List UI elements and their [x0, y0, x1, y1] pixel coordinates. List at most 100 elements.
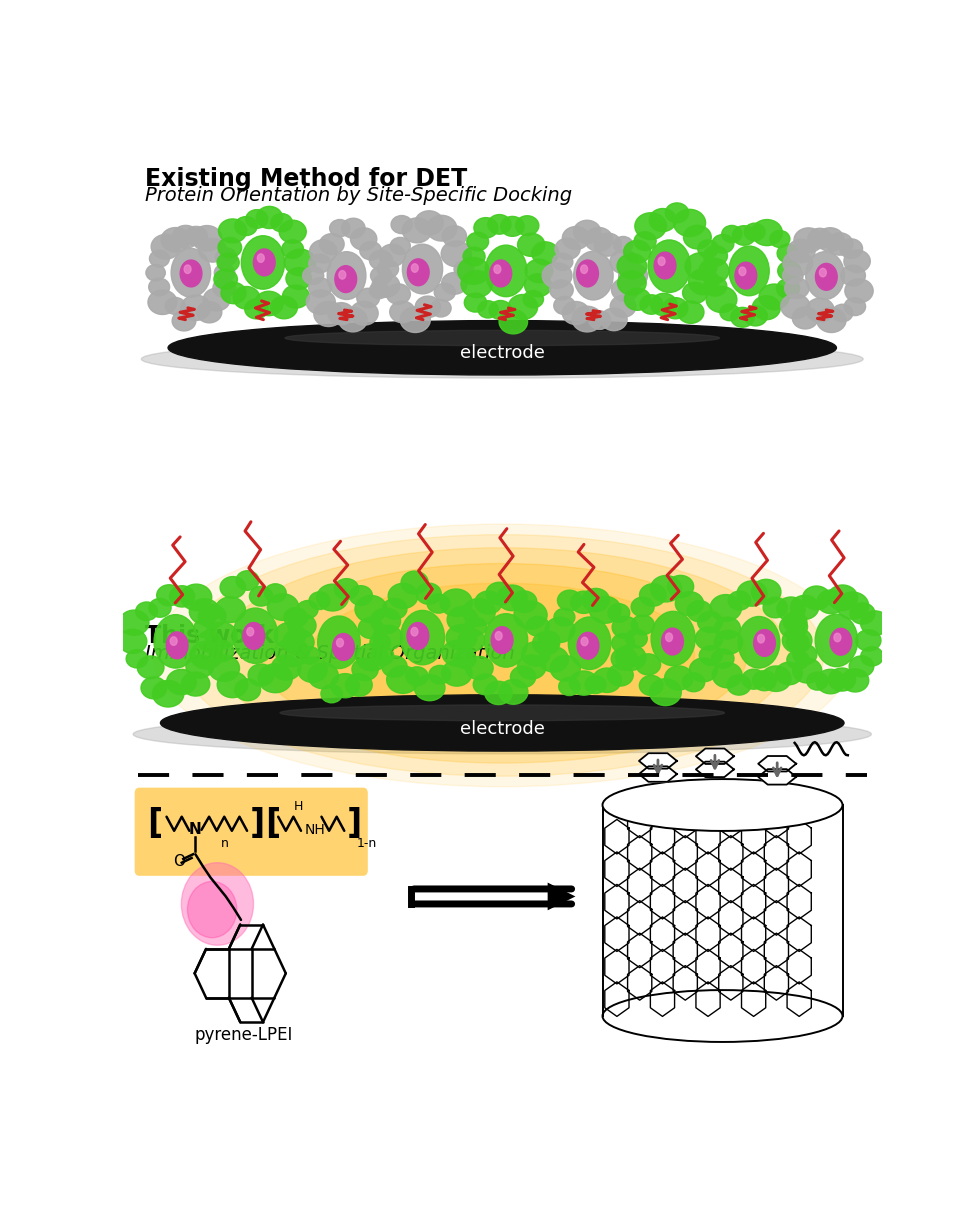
Ellipse shape	[434, 283, 456, 301]
Ellipse shape	[698, 240, 718, 257]
Ellipse shape	[157, 585, 181, 605]
Text: Existing Method for DET: Existing Method for DET	[145, 167, 467, 191]
Ellipse shape	[792, 307, 818, 329]
Ellipse shape	[172, 311, 196, 331]
Ellipse shape	[494, 266, 501, 274]
Ellipse shape	[550, 280, 573, 300]
Ellipse shape	[248, 664, 274, 686]
Ellipse shape	[612, 633, 635, 653]
Ellipse shape	[216, 548, 789, 764]
Ellipse shape	[659, 257, 665, 266]
Ellipse shape	[190, 642, 222, 669]
Ellipse shape	[141, 340, 863, 378]
Ellipse shape	[154, 615, 197, 669]
Ellipse shape	[624, 289, 651, 311]
Ellipse shape	[233, 286, 260, 309]
Ellipse shape	[120, 610, 149, 636]
Ellipse shape	[752, 580, 781, 604]
Polygon shape	[759, 756, 796, 771]
FancyBboxPatch shape	[134, 788, 368, 876]
Ellipse shape	[247, 627, 254, 636]
Ellipse shape	[497, 585, 527, 610]
Ellipse shape	[318, 616, 361, 669]
Ellipse shape	[490, 261, 512, 287]
Ellipse shape	[352, 658, 378, 681]
Ellipse shape	[696, 627, 722, 650]
Ellipse shape	[478, 301, 498, 318]
Ellipse shape	[538, 631, 560, 649]
Ellipse shape	[220, 576, 246, 598]
Ellipse shape	[233, 608, 277, 664]
Ellipse shape	[454, 261, 474, 278]
Ellipse shape	[485, 245, 527, 297]
Ellipse shape	[458, 630, 485, 652]
Ellipse shape	[704, 246, 727, 266]
Ellipse shape	[119, 630, 147, 653]
Ellipse shape	[465, 618, 486, 636]
Ellipse shape	[150, 250, 170, 267]
Ellipse shape	[667, 575, 694, 598]
Ellipse shape	[336, 638, 343, 647]
Ellipse shape	[346, 674, 372, 697]
Ellipse shape	[807, 672, 828, 691]
Ellipse shape	[187, 882, 237, 938]
Ellipse shape	[245, 300, 268, 319]
Text: [: [	[266, 806, 280, 839]
Ellipse shape	[777, 244, 799, 263]
Ellipse shape	[711, 235, 734, 253]
Ellipse shape	[700, 646, 722, 665]
Ellipse shape	[613, 236, 633, 253]
Ellipse shape	[192, 225, 221, 251]
Ellipse shape	[310, 240, 337, 263]
Text: n: n	[221, 838, 229, 850]
Ellipse shape	[845, 279, 873, 303]
Ellipse shape	[426, 216, 457, 241]
Ellipse shape	[776, 279, 800, 298]
Ellipse shape	[320, 685, 342, 703]
Ellipse shape	[141, 677, 167, 699]
Ellipse shape	[327, 252, 366, 300]
Ellipse shape	[542, 263, 572, 289]
Ellipse shape	[512, 591, 537, 613]
Ellipse shape	[309, 592, 330, 609]
Ellipse shape	[840, 239, 862, 258]
Ellipse shape	[794, 228, 823, 252]
Ellipse shape	[601, 308, 627, 330]
Ellipse shape	[754, 630, 775, 657]
Ellipse shape	[250, 586, 272, 607]
Ellipse shape	[285, 330, 719, 346]
Ellipse shape	[153, 524, 852, 787]
Ellipse shape	[615, 644, 646, 670]
Ellipse shape	[649, 208, 676, 231]
Ellipse shape	[860, 647, 883, 666]
Ellipse shape	[639, 676, 663, 695]
Ellipse shape	[523, 291, 544, 308]
Ellipse shape	[651, 294, 677, 315]
Ellipse shape	[184, 266, 191, 274]
Ellipse shape	[760, 284, 789, 309]
Ellipse shape	[282, 285, 310, 308]
Ellipse shape	[603, 780, 843, 831]
Ellipse shape	[329, 219, 350, 236]
Ellipse shape	[551, 655, 580, 681]
Ellipse shape	[280, 705, 724, 721]
Ellipse shape	[499, 309, 527, 334]
Ellipse shape	[828, 667, 856, 691]
Ellipse shape	[806, 298, 834, 322]
Ellipse shape	[511, 666, 536, 688]
Ellipse shape	[753, 296, 780, 319]
Ellipse shape	[442, 273, 467, 295]
Ellipse shape	[612, 278, 639, 301]
Ellipse shape	[218, 253, 239, 272]
Ellipse shape	[631, 615, 655, 635]
Ellipse shape	[634, 231, 657, 251]
Ellipse shape	[714, 618, 740, 639]
Ellipse shape	[816, 228, 844, 251]
Ellipse shape	[559, 677, 580, 695]
Text: NH: NH	[305, 823, 325, 837]
Ellipse shape	[328, 302, 354, 325]
Ellipse shape	[651, 575, 682, 602]
Ellipse shape	[198, 604, 226, 628]
Text: electrode: electrode	[460, 345, 545, 363]
Ellipse shape	[780, 615, 808, 638]
